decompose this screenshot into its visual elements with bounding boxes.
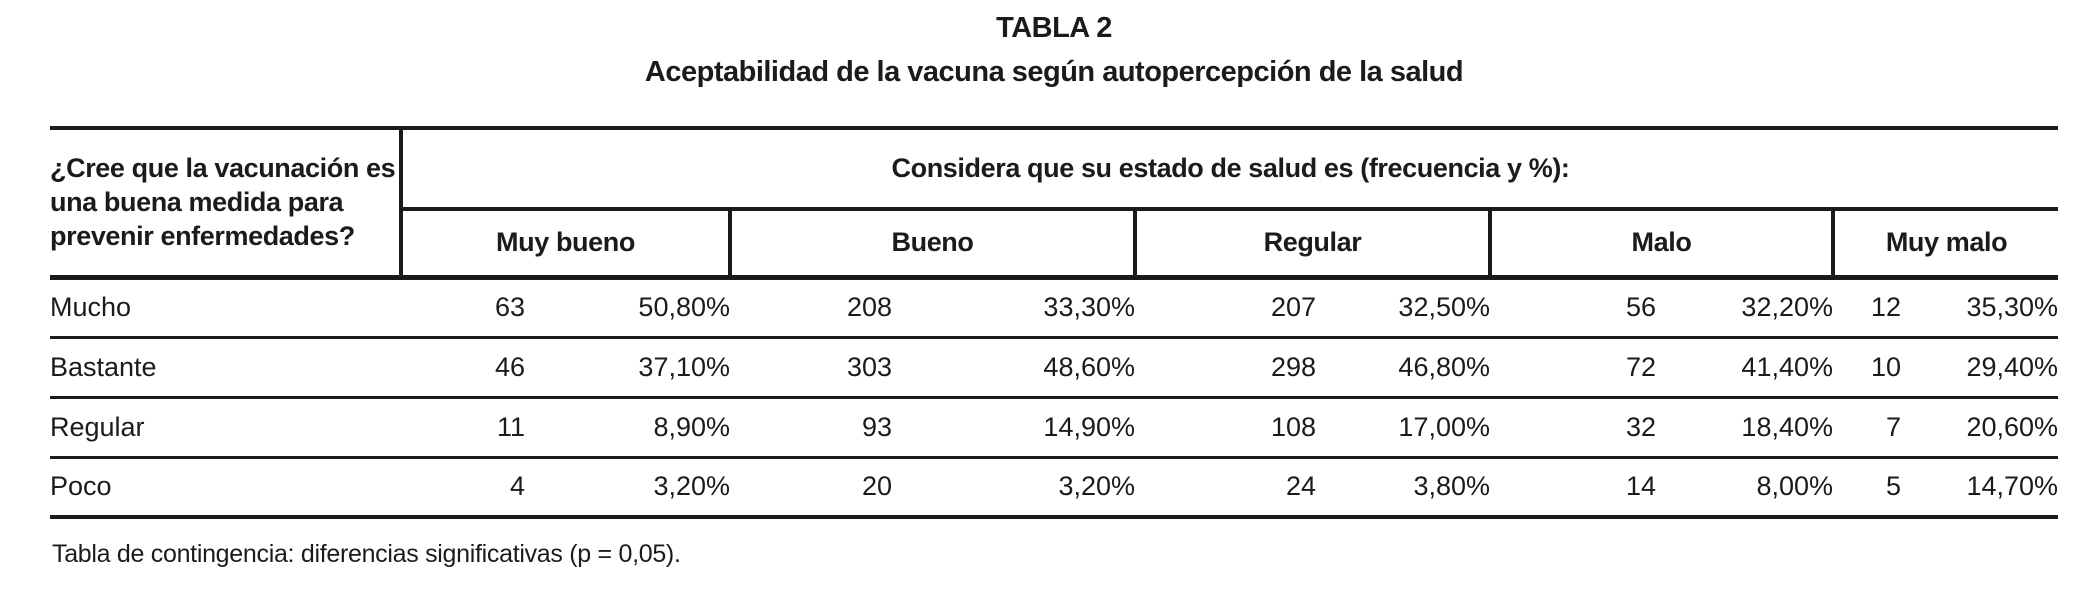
stub-header-line: prevenir enfermedades? — [50, 221, 355, 252]
table-footnote: Tabla de contingencia: diferencias signi… — [52, 540, 681, 568]
table-row-bastante: Bastante 46 37,10% 303 48,60% 298 46,80%… — [50, 337, 2059, 399]
cell-pct: 37,10% — [525, 337, 730, 399]
table-row-mucho: Mucho 63 50,80% 208 33,30% 207 32,50% 56… — [50, 277, 2059, 339]
column-header-bueno: Bueno — [728, 209, 1135, 280]
row-label: Poco — [50, 457, 401, 519]
stub-header: ¿Cree que la vacunación es una buena med… — [50, 126, 403, 280]
cell-freq: 4 — [401, 457, 525, 519]
cell-pct: 8,00% — [1656, 457, 1833, 519]
title-block: TABLA 2 Aceptabilidad de la vacuna según… — [50, 12, 2058, 89]
cell-freq: 7 — [1833, 397, 1901, 459]
cell-pct: 50,80% — [525, 277, 730, 339]
cell-pct: 46,80% — [1316, 337, 1490, 399]
cell-pct: 35,30% — [1901, 277, 2059, 339]
cell-freq: 20 — [730, 457, 892, 519]
table-row-regular: Regular 11 8,90% 93 14,90% 108 17,00% 32… — [50, 397, 2059, 459]
cell-freq: 12 — [1833, 277, 1901, 339]
cell-pct: 14,90% — [892, 397, 1135, 459]
column-header-muy-malo: Muy malo — [1830, 209, 2059, 280]
cell-freq: 32 — [1490, 397, 1656, 459]
contingency-table: ¿Cree que la vacunación es una buena med… — [50, 126, 2059, 519]
cell-pct: 41,40% — [1656, 337, 1833, 399]
cell-pct: 17,00% — [1316, 397, 1490, 459]
column-header-muy-bueno: Muy bueno — [399, 209, 730, 280]
cell-freq: 11 — [401, 397, 525, 459]
cell-freq: 10 — [1833, 337, 1901, 399]
cell-freq: 93 — [730, 397, 892, 459]
cell-freq: 56 — [1490, 277, 1656, 339]
table-number: TABLA 2 — [996, 12, 1112, 44]
cell-freq: 63 — [401, 277, 525, 339]
cell-pct: 20,60% — [1901, 397, 2059, 459]
header-row-groups: Muy bueno Bueno Regular Malo Muy malo — [50, 209, 2059, 280]
cell-freq: 24 — [1135, 457, 1316, 519]
cell-pct: 3,80% — [1316, 457, 1490, 519]
cell-freq: 208 — [730, 277, 892, 339]
cell-pct: 8,90% — [525, 397, 730, 459]
row-label: Mucho — [50, 277, 401, 339]
cell-freq: 72 — [1490, 337, 1656, 399]
cell-pct: 3,20% — [892, 457, 1135, 519]
span-header: Considera que su estado de salud es (fre… — [401, 126, 2059, 211]
cell-pct: 29,40% — [1901, 337, 2059, 399]
row-label: Bastante — [50, 337, 401, 399]
stub-header-line: una buena medida para — [50, 187, 344, 218]
cell-freq: 108 — [1135, 397, 1316, 459]
table-row-poco: Poco 4 3,20% 20 3,20% 24 3,80% 14 8,00% … — [50, 457, 2059, 519]
cell-pct: 48,60% — [892, 337, 1135, 399]
header-row-span: ¿Cree que la vacunación es una buena med… — [50, 126, 2059, 280]
row-label: Regular — [50, 397, 401, 459]
cell-pct: 32,20% — [1656, 277, 1833, 339]
cell-freq: 303 — [730, 337, 892, 399]
cell-freq: 298 — [1135, 337, 1316, 399]
cell-pct: 33,30% — [892, 277, 1135, 339]
cell-pct: 3,20% — [525, 457, 730, 519]
table-title: Aceptabilidad de la vacuna según autoper… — [644, 56, 1464, 88]
cell-pct: 32,50% — [1316, 277, 1490, 339]
cell-freq: 5 — [1833, 457, 1901, 519]
column-header-malo: Malo — [1488, 209, 1833, 280]
cell-pct: 18,40% — [1656, 397, 1833, 459]
cell-freq: 14 — [1490, 457, 1656, 519]
cell-freq: 207 — [1135, 277, 1316, 339]
stub-header-line: ¿Cree que la vacunación es — [50, 153, 396, 184]
cell-pct: 14,70% — [1901, 457, 2059, 519]
cell-freq: 46 — [401, 337, 525, 399]
column-header-regular: Regular — [1133, 209, 1490, 280]
